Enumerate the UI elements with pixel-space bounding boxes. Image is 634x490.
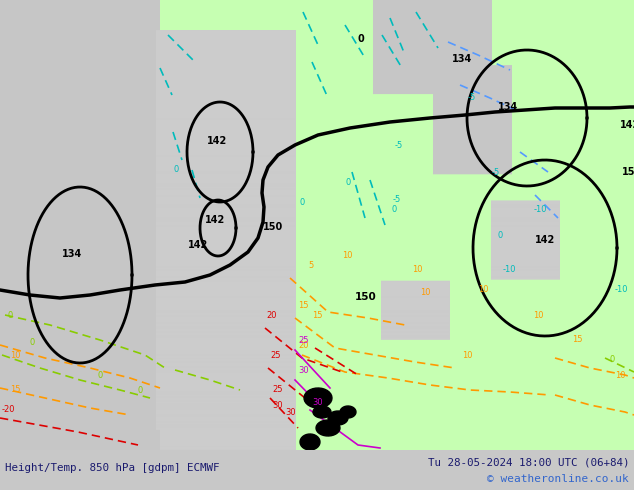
Text: Tu 28-05-2024 18:00 UTC (06+84): Tu 28-05-2024 18:00 UTC (06+84) [427,457,629,467]
Text: -5: -5 [492,168,500,177]
Text: -5: -5 [468,93,476,102]
Text: 0: 0 [8,311,13,320]
Text: 10: 10 [420,288,430,297]
Text: Height/Temp. 850 hPa [gdpm] ECMWF: Height/Temp. 850 hPa [gdpm] ECMWF [5,463,219,473]
Polygon shape [300,434,320,450]
Text: 15: 15 [10,385,20,394]
Text: 25: 25 [298,336,309,345]
Text: 10: 10 [478,285,489,294]
Text: 30: 30 [298,366,309,375]
Text: 150: 150 [263,222,283,232]
Text: 10: 10 [462,351,472,360]
Text: 20: 20 [266,311,276,320]
Text: 25: 25 [270,351,280,360]
Text: © weatheronline.co.uk: © weatheronline.co.uk [488,474,629,484]
Text: 142: 142 [207,136,227,146]
Polygon shape [340,406,356,418]
Text: -10: -10 [503,265,517,274]
Text: 0: 0 [30,338,36,347]
Text: 25: 25 [272,385,283,394]
Text: 142: 142 [188,240,208,250]
Polygon shape [304,388,332,408]
Text: 10: 10 [533,311,543,320]
Text: 30: 30 [312,398,323,407]
Text: -10: -10 [534,205,548,214]
Text: -20: -20 [2,405,15,414]
Text: 134: 134 [452,54,472,64]
Text: -5: -5 [395,141,403,150]
Text: 0: 0 [137,386,142,395]
Text: 142: 142 [205,215,225,225]
Text: 20: 20 [298,341,309,350]
Text: 142-: 142- [620,120,634,130]
Text: 10: 10 [342,251,353,260]
Polygon shape [328,411,348,425]
Text: -10: -10 [615,285,628,294]
Text: 0: 0 [610,355,615,364]
Text: 15: 15 [572,335,583,344]
Text: 0: 0 [498,231,503,240]
Text: 134: 134 [498,102,518,112]
Text: 0: 0 [345,178,350,187]
Text: 142: 142 [535,235,555,245]
Text: 0: 0 [357,34,364,44]
Text: 10: 10 [615,371,626,380]
Text: 0: 0 [299,198,304,207]
Text: 0: 0 [98,371,103,380]
Text: 10: 10 [10,351,20,360]
Text: 30: 30 [272,401,283,410]
Text: 10: 10 [412,265,422,274]
Text: 134: 134 [62,249,82,259]
Polygon shape [316,420,340,436]
Text: 0: 0 [392,205,398,214]
Text: -5: -5 [393,195,401,204]
Text: 150-: 150- [622,167,634,177]
Text: 15: 15 [312,311,323,320]
Text: 30: 30 [285,408,295,417]
Text: 150: 150 [355,292,377,302]
Text: 0: 0 [174,165,179,174]
Text: 15: 15 [298,301,309,310]
Text: 5: 5 [308,261,313,270]
Polygon shape [313,406,331,418]
